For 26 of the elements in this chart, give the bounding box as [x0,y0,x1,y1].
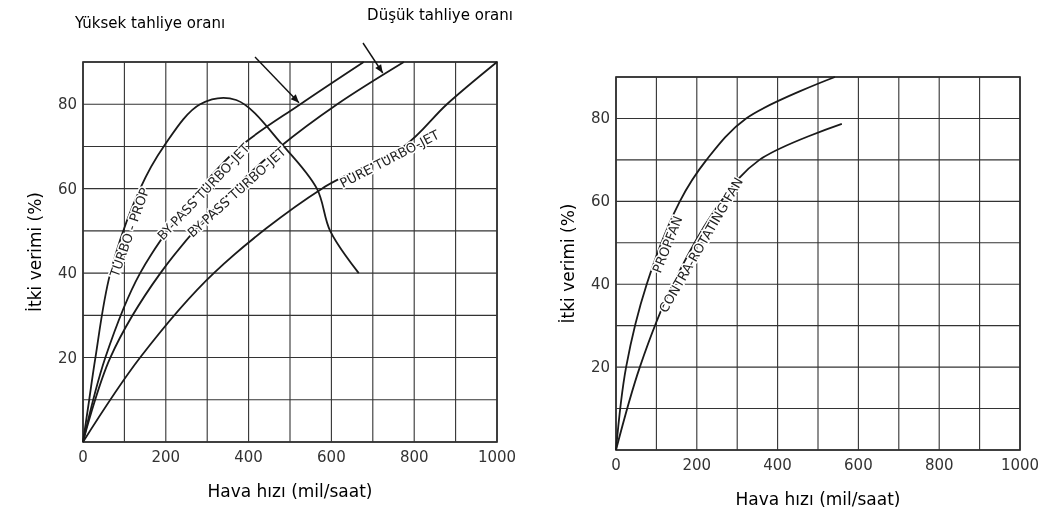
x-tick-label: 1000 [1000,456,1038,474]
x-tick-label: 600 [844,456,873,474]
x-axis-title: Hava hızı (mil/saat) [207,481,373,501]
x-tick-label: 400 [763,456,792,474]
y-axis-title: İtki verimi (%) [558,203,578,324]
y-tick-label: 20 [57,348,77,367]
text: Yüksek tahliye oranı [73,14,226,32]
x-tick-label: 800 [399,448,429,466]
x-tick-label: 1000 [477,448,517,466]
x-tick-label: 0 [611,456,621,474]
x-tick-label: 200 [151,448,181,466]
text: Düşük tahliye oranı [367,6,513,24]
y-tick-label: 60 [590,192,610,211]
y-tick-label: 20 [590,358,610,377]
x-tick-label: 200 [682,456,712,474]
x-tick-label: 0 [78,448,88,466]
x-axis-title: Hava hızı (mil/saat) [735,489,901,509]
y-tick-label: 40 [590,275,610,294]
y-tick-label: 80 [590,109,610,128]
x-tick-label: 400 [234,448,263,466]
x-tick-label: 800 [924,456,954,474]
y-tick-label: 80 [57,95,77,114]
y-tick-label: 40 [57,264,77,283]
x-tick-label: 600 [317,448,346,466]
y-axis-title: İtki verimi (%) [25,192,45,312]
y-tick-label: 60 [57,179,77,198]
